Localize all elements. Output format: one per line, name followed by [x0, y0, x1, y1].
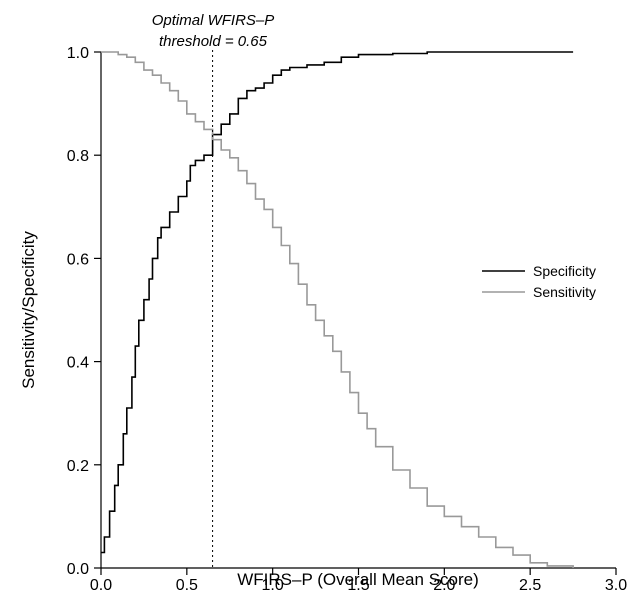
- y-tick-label: 0.0: [67, 561, 89, 578]
- y-tick-label: 0.6: [67, 251, 89, 268]
- x-axis-title: WFIRS–P (Overall Mean Score): [237, 570, 479, 589]
- y-tick-label: 0.2: [67, 458, 89, 475]
- x-tick-label: 1.5: [347, 577, 369, 591]
- series-line-sensitivity: [101, 51, 574, 568]
- x-tick-label: 2.0: [433, 577, 455, 591]
- x-tick-label: 3.0: [605, 577, 627, 591]
- series-line-specificity: [101, 51, 574, 554]
- series-lines: [101, 51, 574, 568]
- axis-ticks: 0.0 0.5 1.0 1.5 2.0 2.5 3.0 0.0 0.2 0.4 0.6 0.8 1.0: [67, 45, 627, 591]
- x-tick-label: 0.5: [176, 577, 198, 591]
- legend-label-specificity: Specificity: [533, 263, 596, 279]
- x-tick-label: 0.0: [90, 577, 112, 591]
- y-tick-label: 1.0: [67, 45, 89, 62]
- x-tick-label: 2.5: [519, 577, 541, 591]
- annotation-line-2: threshold = 0.65: [159, 33, 268, 50]
- y-tick-label: 0.4: [67, 355, 89, 372]
- x-tick-label: 1.0: [262, 577, 284, 591]
- legend-label-sensitivity: Sensitivity: [533, 284, 596, 300]
- y-axis-title: Sensitivity/Specificity: [19, 231, 38, 389]
- legend: Specificity Sensitivity: [482, 263, 596, 300]
- plot-area: [100, 52, 616, 569]
- y-tick-label: 0.8: [67, 148, 89, 165]
- annotation-line-1: Optimal WFIRS–P: [152, 12, 275, 29]
